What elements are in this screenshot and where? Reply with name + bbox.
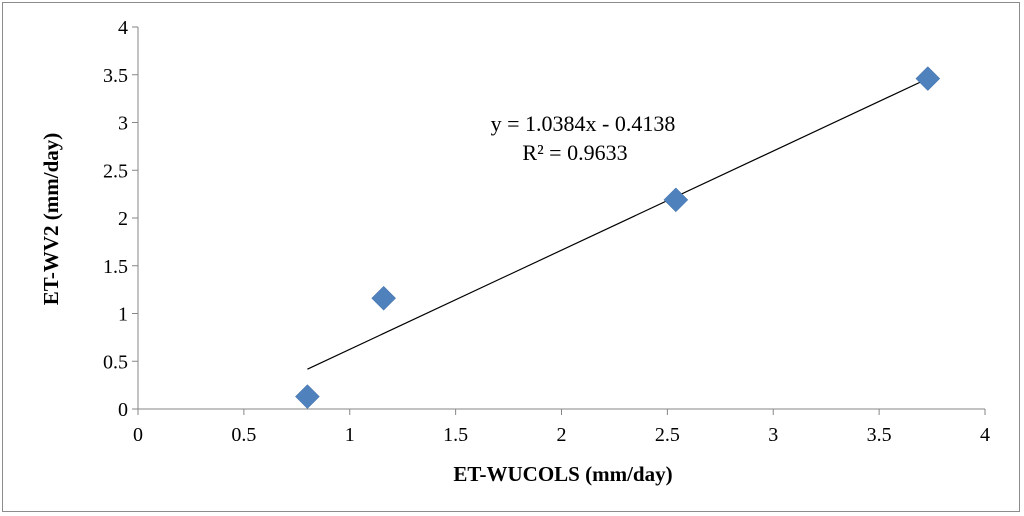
x-tick-label: 3: [768, 424, 778, 446]
x-tick-label: 1: [345, 424, 355, 446]
trendline-group: [307, 78, 929, 370]
y-tick-label: 2: [118, 208, 128, 230]
y-tick-label: 3: [118, 113, 128, 135]
trendline-equation: y = 1.0384x - 0.4138: [491, 111, 676, 136]
y-tick-label: 3.5: [103, 65, 128, 87]
y-tick-label: 1.5: [103, 256, 128, 278]
x-axis-title: ET-WUCOLS (mm/day): [453, 462, 672, 486]
data-points: [295, 66, 941, 409]
x-tick-label: 3.5: [867, 424, 892, 446]
y-tick-label: 0.5: [103, 351, 128, 373]
data-point: [915, 66, 941, 91]
trendline: [307, 78, 929, 370]
y-tick-label: 2.5: [103, 160, 128, 182]
scatter-chart: 0 0.5 1 1.5 2 2.5 3 3.5 4 0 0.5 1 1.5 2 2.5 3 3.5 4 y = 1…: [39, 17, 990, 486]
trendline-r-squared: R² = 0.9633: [522, 140, 627, 165]
data-point: [371, 285, 396, 311]
x-tick-label: 2: [557, 424, 567, 446]
x-tick-label: 1.5: [443, 424, 468, 446]
data-point: [663, 187, 689, 213]
y-tick-label: 1: [118, 304, 128, 326]
x-tick-label: 0: [133, 424, 143, 446]
x-tick-label: 0.5: [231, 424, 256, 446]
data-point: [295, 384, 320, 409]
y-axis-title: ET-WV2 (mm/day): [39, 133, 63, 305]
y-tick-label: 0: [118, 399, 128, 421]
axes: [137, 27, 985, 410]
x-tick-label: 4: [980, 424, 990, 446]
ticks: 0 0.5 1 1.5 2 2.5 3 3.5 4 0 0.5 1 1.5 2 2.5 3 3.5 4: [103, 17, 990, 446]
y-tick-label: 4: [118, 17, 128, 39]
x-tick-label: 2.5: [655, 424, 680, 446]
